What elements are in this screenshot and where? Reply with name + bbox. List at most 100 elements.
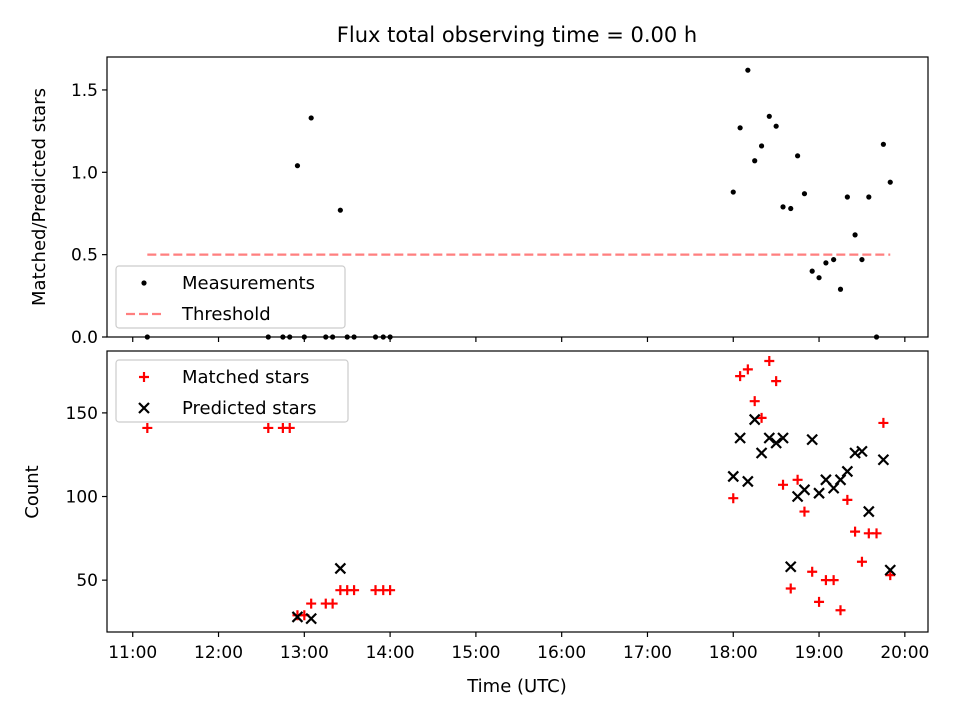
predicted-stars-point — [763, 432, 776, 444]
predicted-stars-point — [734, 432, 746, 444]
legend: Measurements Threshold — [115, 265, 346, 329]
matched-stars-point — [792, 474, 803, 485]
matched-stars-point — [349, 585, 360, 596]
measurement-point — [758, 143, 765, 149]
x-tick-label: 18:00 — [709, 643, 758, 663]
predicted-stars-point — [727, 470, 740, 483]
predicted-stars-point — [841, 465, 854, 478]
matched-stars-point — [778, 479, 789, 490]
matched-stars-point — [850, 526, 861, 537]
matched-stars-point — [756, 412, 767, 423]
matched-stars-point — [785, 583, 796, 594]
y-tick-label: 100 — [66, 488, 98, 508]
matched-stars-point — [728, 493, 739, 504]
predicted-stars-point — [806, 433, 818, 446]
axes-frame — [106, 350, 929, 633]
x-axis-label: Time (UTC) — [466, 676, 567, 697]
matched-stars-point — [807, 566, 818, 577]
predicted-stars-point — [863, 505, 875, 518]
matched-stars-point — [842, 494, 853, 505]
matched-stars-point — [327, 598, 338, 609]
measurement-point — [788, 205, 794, 212]
measurement-point — [752, 158, 758, 164]
measurement-point — [809, 268, 815, 274]
matched-stars-point — [856, 556, 867, 567]
legend-label: Predicted stars — [182, 398, 316, 419]
y-tick-label: 50 — [76, 571, 98, 591]
y-tick-label: 1.5 — [71, 81, 98, 101]
measurement-point — [880, 141, 886, 147]
predicted-stars-point — [748, 413, 761, 426]
legend-matched-swatch — [139, 372, 149, 382]
measurement-point — [844, 194, 850, 200]
x-tick-label: 16:00 — [537, 643, 586, 663]
x-tick-label: 12:00 — [194, 643, 243, 663]
measurement-point — [859, 256, 865, 263]
x-tick-label: 17:00 — [623, 643, 672, 663]
y-axis-label: Count — [22, 465, 43, 518]
predicted-stars-point — [784, 560, 797, 573]
matched-stars-point — [306, 598, 317, 609]
y-tick-label: 0.5 — [71, 246, 98, 266]
measurement-point — [773, 123, 779, 129]
x-tick-label: 14:00 — [366, 643, 415, 663]
matched-stars-point — [263, 422, 274, 433]
legend-predicted-swatch — [138, 402, 150, 414]
measurement-point — [308, 115, 314, 121]
predicted-stars-point — [813, 487, 825, 499]
predicted-stars-point — [777, 432, 789, 444]
matched-stars-point — [878, 417, 889, 428]
legend-label: Matched stars — [182, 367, 309, 388]
predicted-stars-point — [877, 453, 890, 466]
predicted-stars-point — [770, 437, 782, 449]
matched-stars-point — [885, 570, 896, 581]
predicted-stars-point — [334, 562, 347, 575]
matched-stars-point — [871, 528, 882, 539]
x-tick-label: 15:00 — [451, 643, 500, 663]
ratio-panel: 0.0 0.5 1.0 1.5 Matched/Predicted stars Measu… — [29, 56, 929, 348]
predicted-stars-point — [856, 445, 868, 458]
matched-stars-point — [799, 506, 810, 517]
legend: Matched stars Predicted stars — [115, 359, 349, 423]
measurement-point — [766, 113, 772, 119]
measurement-point — [737, 125, 743, 131]
measurement-point — [730, 189, 736, 195]
predicted-stars-point — [755, 447, 768, 459]
predicted-stars-point — [798, 484, 811, 496]
predicted-stars-point — [305, 612, 317, 625]
legend-measurement-swatch — [141, 280, 147, 286]
measurement-point — [780, 204, 786, 210]
measurement-point — [866, 194, 872, 200]
matched-stars-point — [764, 356, 775, 367]
matched-stars-point — [835, 605, 846, 616]
y-tick-label: 1.0 — [71, 163, 98, 183]
legend-label: Measurements — [182, 273, 315, 294]
measurement-point — [801, 191, 808, 197]
matched-stars-point — [814, 596, 825, 607]
measurement-point — [837, 286, 844, 292]
figure-title: Flux total observing time = 0.00 h — [337, 23, 697, 47]
measurement-point — [816, 275, 822, 281]
predicted-stars-point — [742, 475, 754, 488]
matched-stars-point — [771, 376, 782, 387]
measurement-point — [337, 207, 343, 213]
legend-box — [115, 265, 346, 329]
legend-label: Threshold — [181, 304, 271, 325]
measurement-point — [823, 260, 829, 266]
axes-frame — [106, 56, 929, 338]
count-panel: 50 100 150 11:00 12:00 13:00 14:00 15:00 16:00 17… — [22, 350, 929, 663]
predicted-stars-point — [291, 611, 304, 623]
x-tick-label: 20:00 — [880, 643, 929, 663]
matched-stars-point — [749, 396, 760, 407]
matched-stars-point — [385, 585, 396, 596]
measurement-point — [887, 179, 893, 185]
predicted-stars-point — [884, 564, 897, 576]
matched-stars-point — [828, 575, 839, 586]
measurement-point — [831, 256, 837, 263]
x-tick-label: 19:00 — [795, 643, 844, 663]
x-tick-label: 11:00 — [108, 643, 157, 663]
measurement-point — [294, 163, 301, 169]
measurement-point — [795, 153, 801, 159]
y-tick-label: 150 — [66, 404, 98, 424]
